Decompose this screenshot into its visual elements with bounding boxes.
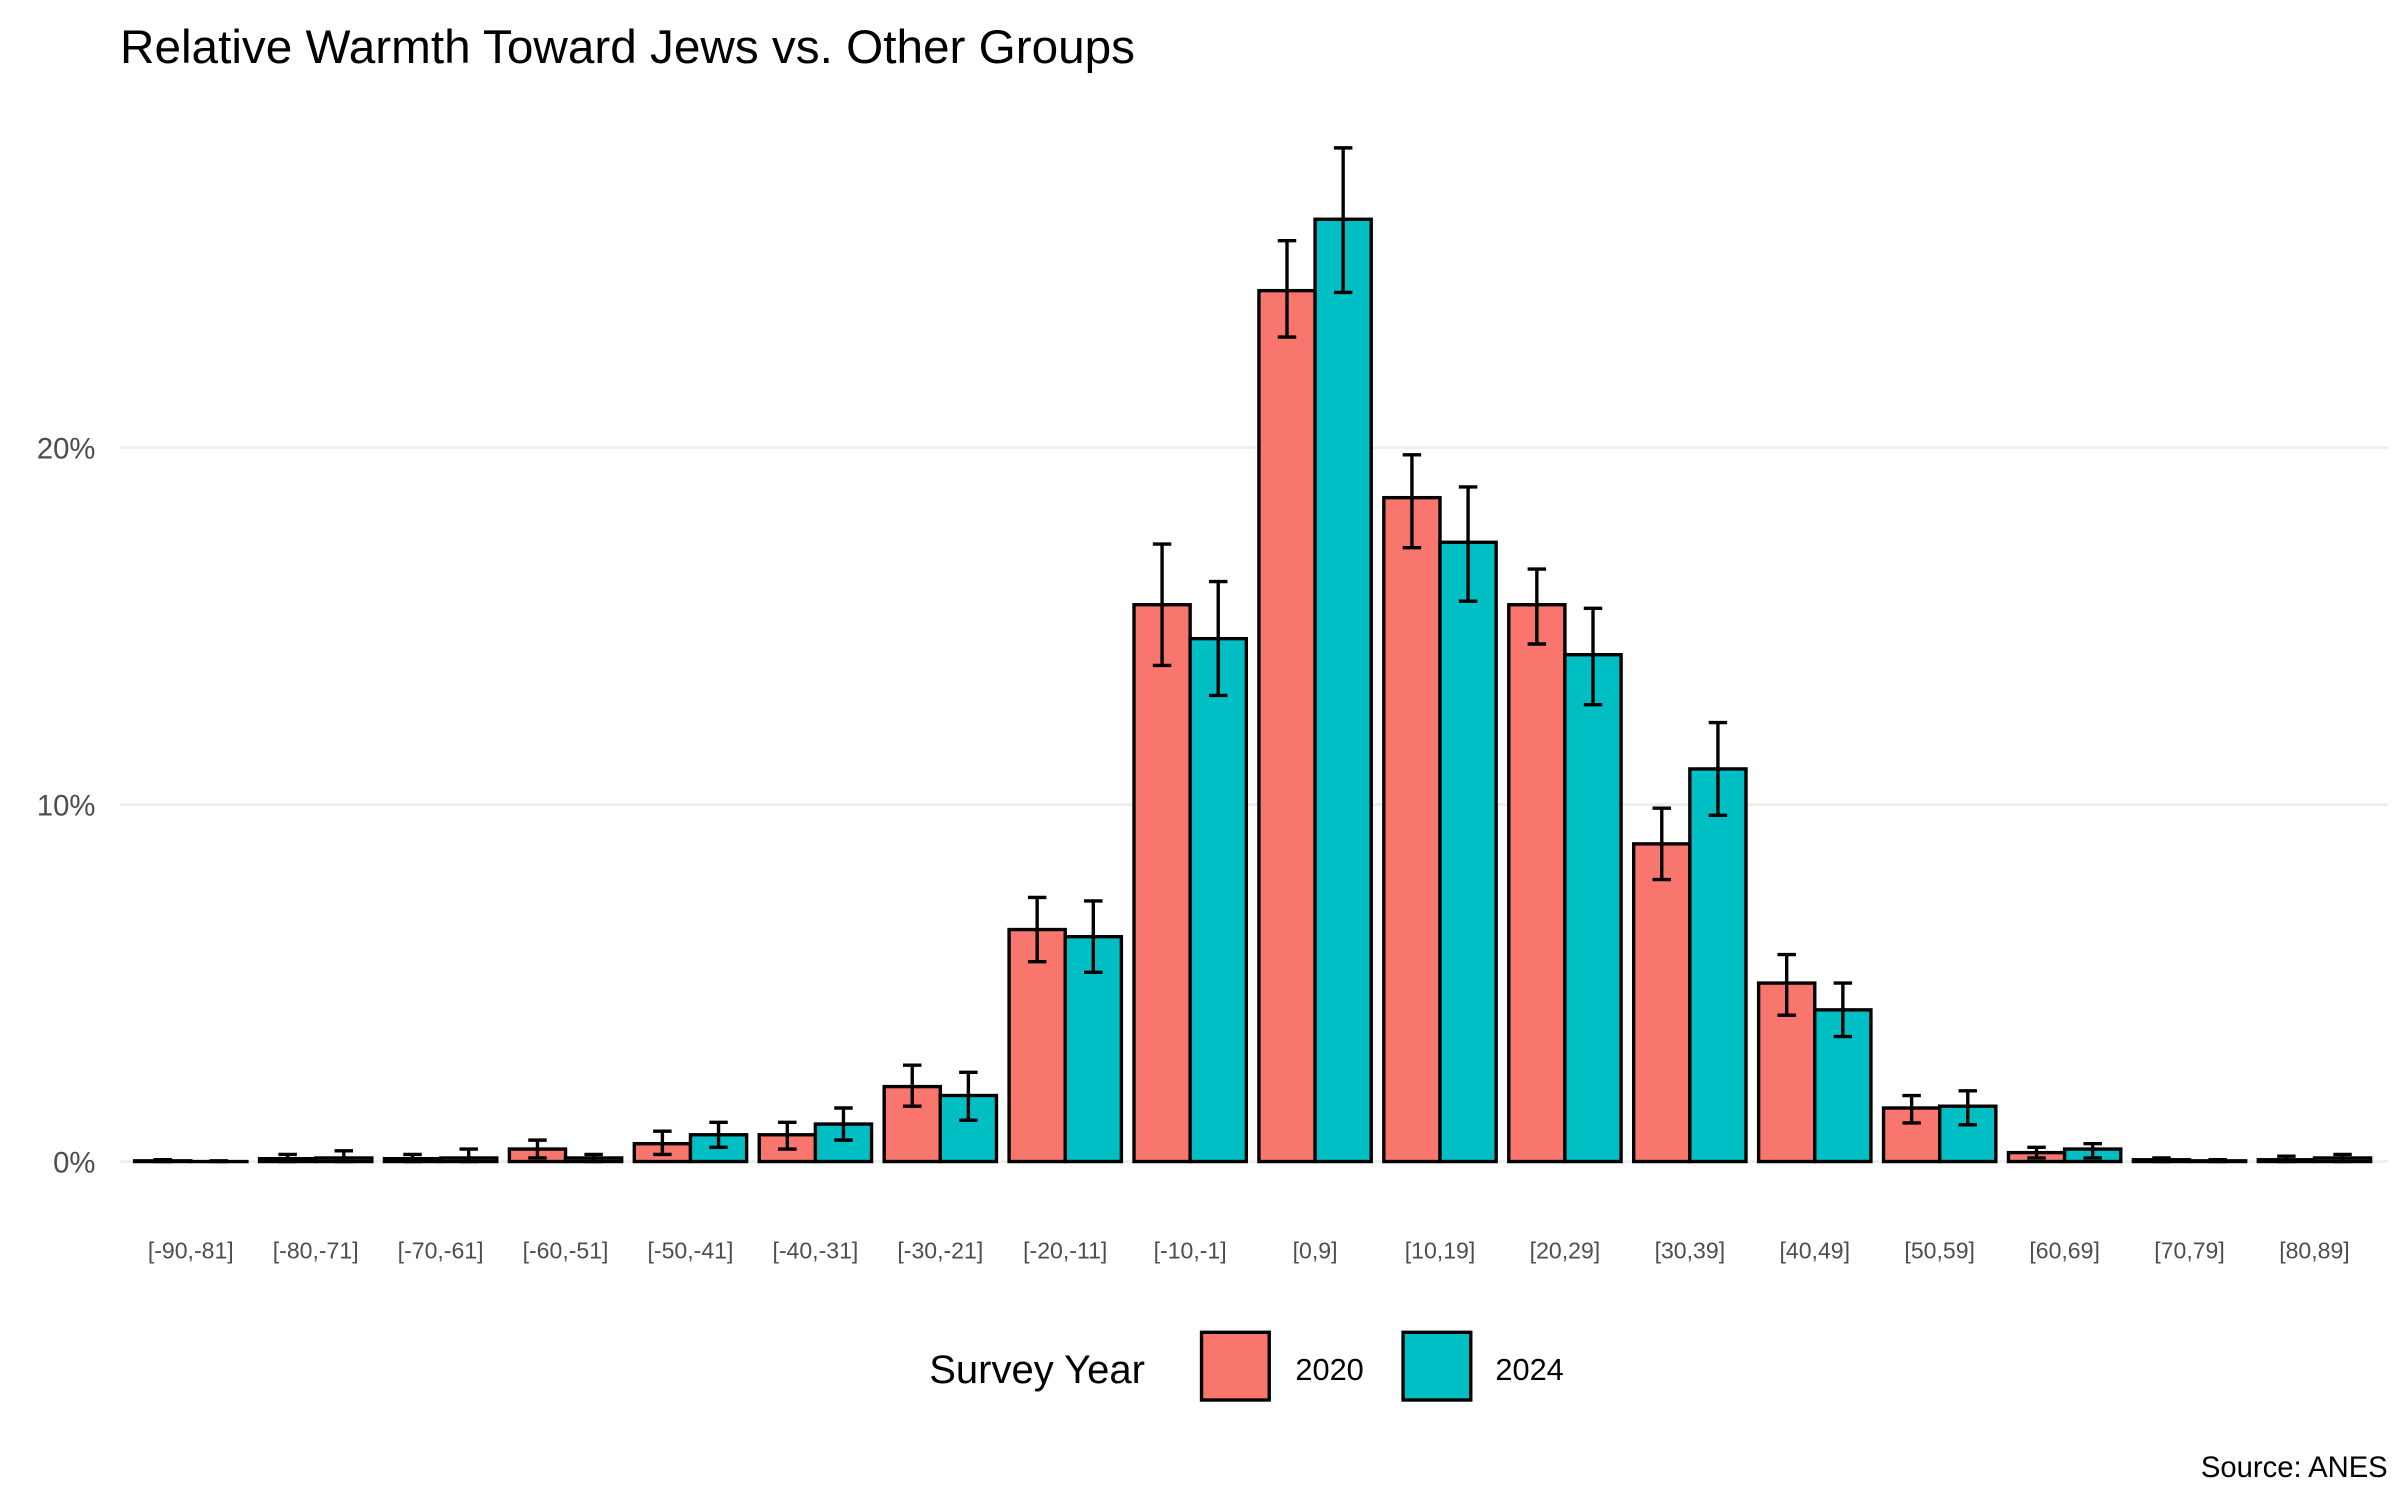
gridlines [120,446,2388,1163]
error-bar-2024 [2208,1158,2227,1164]
error-bars [153,146,2352,1164]
x-tick-label: [-90,-81] [148,1237,234,1263]
error-bar-2020 [653,1129,672,1157]
x-tick-label: [-60,-51] [523,1237,609,1263]
error-bar-2020 [1152,542,1172,668]
y-tick-label: 20% [37,433,95,465]
x-tick-label: [20,29] [1530,1237,1601,1263]
legend-label-2024: 2024 [1495,1352,1563,1387]
legend: Survey Year 2020 2024 [929,1330,1564,1402]
x-tick-label: [30,39] [1655,1237,1726,1263]
error-bar-2024 [1833,981,1853,1039]
bar-2024 [1563,653,1623,1164]
error-bar-2020 [1277,238,1297,339]
bar-2020 [1632,842,1692,1164]
error-bar-2024 [1208,579,1228,698]
error-bar-2020 [1027,895,1047,964]
error-bar-2020 [1777,952,1796,1017]
x-tick-label: [80,89] [2279,1237,2350,1263]
error-bar-2020 [2152,1156,2171,1164]
bar-2020 [1507,603,1567,1164]
error-bar-2020 [1402,453,1422,550]
x-tick-label: [-40,-31] [772,1237,858,1263]
x-tick-label: [-80,-71] [273,1237,359,1263]
legend-swatch-2020 [1199,1330,1271,1402]
bar-2024 [1063,934,1124,1164]
error-bar-2024 [584,1152,603,1164]
legend-title: Survey Year [929,1348,1145,1392]
error-bar-2024 [334,1149,353,1164]
y-tick-label: 0% [53,1147,95,1179]
error-bar-2020 [2277,1154,2296,1164]
error-bar-2024 [2333,1152,2352,1164]
error-bar-2020 [1652,806,1672,882]
error-bar-2024 [959,1070,978,1122]
error-bar-2024 [834,1106,853,1142]
y-axis: 0% 10% 20% [37,433,95,1179]
error-bar-2024 [1333,146,1353,295]
x-tick-label: [-10,-1] [1154,1237,1227,1263]
error-bar-2024 [1084,899,1103,975]
error-bar-2020 [528,1138,547,1160]
error-bar-2020 [403,1152,422,1164]
x-tick-label: [-20,-11] [1023,1237,1107,1263]
x-tick-label: [70,79] [2154,1237,2225,1263]
error-bar-2024 [1583,606,1603,707]
error-bar-2020 [278,1152,297,1164]
legend-label-2020: 2020 [1295,1352,1363,1387]
bar-2024 [1688,767,1748,1164]
error-bar-2020 [153,1158,172,1164]
bar-2024 [1188,636,1248,1164]
error-bar-2024 [1958,1089,1978,1127]
chart-title: Relative Warmth Toward Jews vs. Other Gr… [120,21,1135,74]
error-bar-2024 [1708,720,1728,818]
error-bar-2024 [709,1120,728,1149]
error-bar-2024 [1458,485,1478,603]
bar-2024 [1313,217,1373,1164]
legend-swatch-2024 [1401,1330,1473,1402]
error-bar-2020 [903,1063,922,1108]
error-bar-2020 [2027,1145,2046,1160]
bar-2020 [1382,495,1442,1164]
x-tick-label: [-30,-21] [897,1237,983,1263]
x-tick-label: [-50,-41] [648,1237,734,1263]
x-tick-label: [50,59] [1904,1237,1975,1263]
bars [132,217,2373,1164]
error-bar-2024 [459,1147,478,1164]
bar-2020 [1007,927,1067,1164]
chart-caption: Source: ANES [2201,1452,2388,1484]
error-bar-2020 [1902,1093,1921,1125]
x-tick-label: [40,49] [1780,1237,1851,1263]
x-axis: [-90,-81] [-80,-71] [-70,-61] [-60,-51] [-50… [148,1237,2350,1263]
bar-2024 [1438,540,1498,1164]
error-bar-2020 [1527,567,1547,646]
error-bar-2020 [778,1120,797,1151]
x-tick-label: [60,69] [2029,1237,2100,1263]
bar-2020 [1132,603,1192,1164]
x-tick-label: [0,9] [1293,1237,1338,1263]
error-bar-2024 [209,1159,229,1164]
x-tick-label: [-70,-61] [398,1237,484,1263]
x-tick-label: [10,19] [1405,1237,1476,1263]
bar-2020 [1257,288,1317,1164]
y-tick-label: 10% [37,790,95,822]
error-bar-2024 [2083,1142,2102,1160]
